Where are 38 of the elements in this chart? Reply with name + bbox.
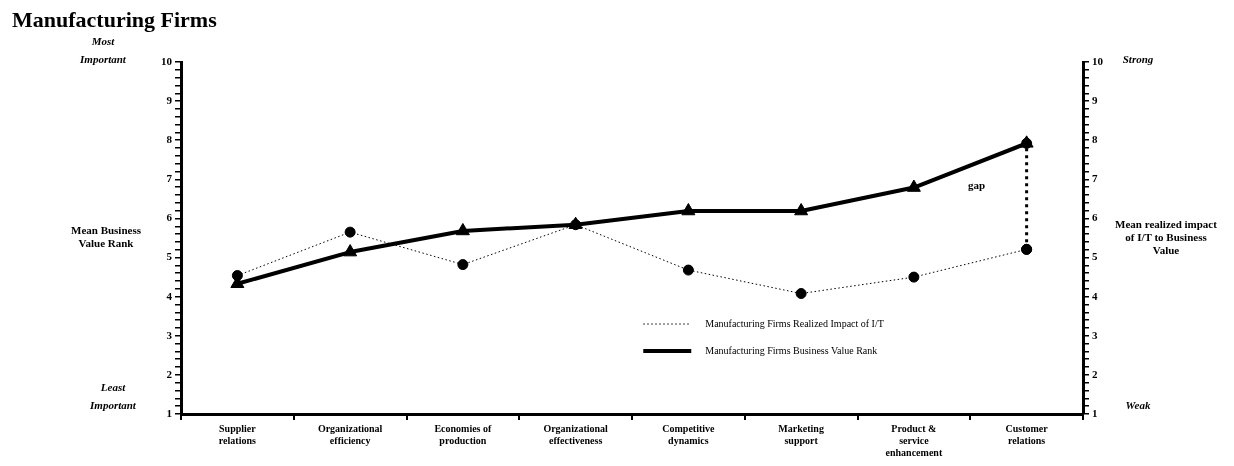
x-tick-label: Marketing support bbox=[778, 422, 824, 446]
y-tick-label: 8 bbox=[166, 133, 173, 146]
text: Weak bbox=[1125, 398, 1151, 411]
annotation: gap bbox=[968, 178, 986, 191]
y-tick-label: 9 bbox=[166, 93, 173, 106]
y2-tick-label: 9 bbox=[1092, 93, 1098, 106]
x-tick-label: Organizational efficiency bbox=[317, 422, 383, 446]
x-tick-label: Economies of production bbox=[434, 422, 493, 446]
y2-tick-label: 7 bbox=[1092, 172, 1098, 185]
y2-tick-label: 5 bbox=[1092, 250, 1098, 263]
y-tick-label: 5 bbox=[166, 250, 173, 263]
y-tick-label: 2 bbox=[166, 367, 173, 380]
y2-tick-label: 1 bbox=[1092, 406, 1098, 419]
y2-tick-label: 10 bbox=[1092, 54, 1104, 67]
legend-label: Manufacturing Firms Realized Impact of I/T bbox=[705, 317, 884, 329]
y2-tick-label: 3 bbox=[1092, 328, 1098, 341]
y-axis-title: Mean Business Value Rank bbox=[71, 224, 142, 250]
y-tick-label: 6 bbox=[166, 211, 173, 224]
text: Most Important bbox=[79, 34, 127, 65]
x-tick-label: Product & service enhancement bbox=[885, 422, 943, 458]
y2-tick-label: 8 bbox=[1092, 133, 1098, 146]
y-tick-label: 10 bbox=[161, 54, 173, 67]
x-tick-label: Supplier relations bbox=[218, 422, 257, 446]
y2-axis-title: Mean realized impact of I/T to Business Value bbox=[1115, 217, 1218, 256]
x-tick-label: Competitive dynamics bbox=[662, 422, 716, 446]
chart-title: Manufacturing Firms bbox=[11, 7, 218, 32]
y-tick-label: 3 bbox=[166, 328, 173, 341]
x-tick-label: Customer relations bbox=[1005, 422, 1049, 446]
y-tick-label: 7 bbox=[166, 172, 173, 185]
y-tick-label: 4 bbox=[166, 289, 173, 302]
text: Least Important bbox=[89, 380, 137, 411]
x-tick-label: Organizational effectiveness bbox=[543, 422, 609, 446]
text: Strong bbox=[1122, 52, 1154, 65]
legend-label: Manufacturing Firms Business Value Rank bbox=[705, 344, 878, 356]
y2-tick-label: 2 bbox=[1092, 367, 1098, 380]
y-tick-label: 1 bbox=[166, 406, 172, 419]
y2-tick-label: 6 bbox=[1092, 211, 1098, 224]
y2-tick-label: 4 bbox=[1092, 289, 1098, 302]
